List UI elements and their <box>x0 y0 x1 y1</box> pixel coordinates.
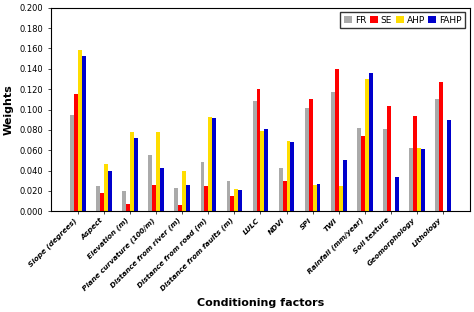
Bar <box>152 185 156 211</box>
Bar <box>309 99 313 211</box>
Bar <box>357 128 361 211</box>
Bar <box>409 148 413 211</box>
Bar <box>96 186 100 211</box>
Bar <box>209 117 212 211</box>
Bar <box>305 109 309 211</box>
Bar <box>283 181 287 211</box>
Bar <box>256 89 261 211</box>
Bar <box>186 185 190 211</box>
Bar <box>413 116 417 211</box>
Bar <box>78 51 82 211</box>
Legend: FR, SE, AHP, FAHP: FR, SE, AHP, FAHP <box>340 12 465 28</box>
X-axis label: Conditioning factors: Conditioning factors <box>197 298 324 308</box>
Bar <box>238 190 242 211</box>
Bar <box>447 120 451 211</box>
Bar <box>435 99 439 211</box>
Bar <box>387 106 391 211</box>
Bar <box>178 205 182 211</box>
Bar <box>343 160 346 211</box>
Bar <box>421 149 425 211</box>
Bar <box>417 148 421 211</box>
Bar <box>108 171 112 211</box>
Bar <box>335 69 339 211</box>
Bar <box>227 181 230 211</box>
Bar <box>395 177 399 211</box>
Bar <box>100 193 104 211</box>
Bar <box>156 132 160 211</box>
Bar <box>212 118 216 211</box>
Bar <box>235 189 238 211</box>
Bar <box>264 129 268 211</box>
Bar <box>204 186 209 211</box>
Bar <box>261 131 264 211</box>
Bar <box>369 73 373 211</box>
Bar <box>70 115 74 211</box>
Bar <box>383 129 387 211</box>
Bar <box>365 79 369 211</box>
Bar <box>287 141 291 211</box>
Bar <box>313 185 317 211</box>
Bar <box>126 204 130 211</box>
Bar <box>104 164 108 211</box>
Bar <box>130 132 134 211</box>
Bar <box>134 138 138 211</box>
Bar <box>230 196 235 211</box>
Bar <box>279 168 283 211</box>
Bar <box>439 82 443 211</box>
Bar <box>74 94 78 211</box>
Bar <box>331 92 335 211</box>
Bar <box>361 136 365 211</box>
Bar <box>148 155 152 211</box>
Bar <box>122 191 126 211</box>
Bar <box>339 186 343 211</box>
Bar <box>317 184 320 211</box>
Bar <box>160 168 164 211</box>
Y-axis label: Weights: Weights <box>4 84 14 135</box>
Bar <box>253 101 256 211</box>
Bar <box>182 171 186 211</box>
Bar <box>82 56 86 211</box>
Bar <box>201 163 204 211</box>
Bar <box>291 142 294 211</box>
Bar <box>174 188 178 211</box>
